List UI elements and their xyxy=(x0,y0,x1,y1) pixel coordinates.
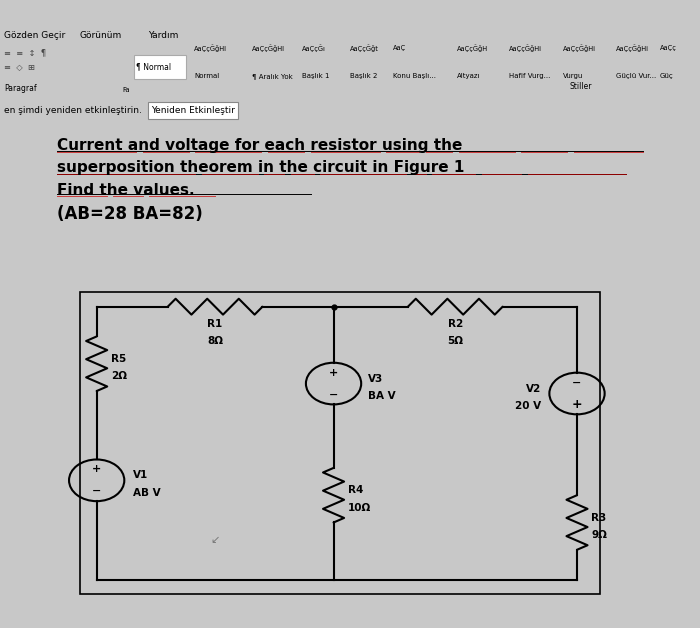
Text: +: + xyxy=(92,465,102,475)
Text: Hafif Vurg...: Hafif Vurg... xyxy=(509,73,550,78)
Bar xyxy=(80,292,600,595)
Text: Gözden Geçir: Gözden Geçir xyxy=(4,31,65,40)
Text: BA V: BA V xyxy=(368,391,395,401)
Text: Find the values.: Find the values. xyxy=(57,183,195,198)
Text: AaÇç: AaÇç xyxy=(660,45,677,51)
Text: Fa: Fa xyxy=(122,87,130,92)
Text: 2Ω: 2Ω xyxy=(111,371,127,381)
Text: AaÇçĞı: AaÇçĞı xyxy=(302,45,326,53)
Text: AaÇçĞğHi: AaÇçĞğHi xyxy=(563,45,596,53)
Text: 9Ω: 9Ω xyxy=(592,530,608,540)
Text: AaÇçĞğHI: AaÇçĞğHI xyxy=(194,45,227,53)
Text: AaÇ: AaÇ xyxy=(393,45,406,51)
Text: ¶ Normal: ¶ Normal xyxy=(136,62,171,71)
Text: Altyazı: Altyazı xyxy=(457,73,480,78)
Text: V2: V2 xyxy=(526,384,541,394)
Text: −: − xyxy=(329,389,338,399)
Text: R3: R3 xyxy=(592,512,607,522)
Text: AaÇçĞğt: AaÇçĞğt xyxy=(350,45,379,53)
Text: Başlık 1: Başlık 1 xyxy=(302,73,330,78)
Text: ¶ Aralık Yok: ¶ Aralık Yok xyxy=(252,73,293,78)
Text: ≡  ◇  ⊞: ≡ ◇ ⊞ xyxy=(4,63,35,72)
Text: 8Ω: 8Ω xyxy=(207,337,223,347)
Bar xyxy=(134,55,186,78)
Text: Yardım: Yardım xyxy=(148,31,178,40)
Text: AaÇçĞğHi: AaÇçĞğHi xyxy=(509,45,542,53)
Text: 5Ω: 5Ω xyxy=(447,337,463,347)
Text: R2: R2 xyxy=(448,319,463,329)
Text: Güçlü Vur...: Güçlü Vur... xyxy=(616,73,657,78)
Text: superposition theorem in the circuit in Figure 1: superposition theorem in the circuit in … xyxy=(57,160,465,175)
Text: (AB=28 BA=82): (AB=28 BA=82) xyxy=(57,205,203,223)
Bar xyxy=(148,102,238,119)
Text: AB V: AB V xyxy=(133,488,160,498)
Text: Başlık 2: Başlık 2 xyxy=(350,73,377,78)
Text: +: + xyxy=(572,398,582,411)
Text: Current and voltage for each resistor using the: Current and voltage for each resistor us… xyxy=(57,138,463,153)
Text: 20 V: 20 V xyxy=(514,401,541,411)
Text: V1: V1 xyxy=(133,470,148,480)
Text: ≡  ≡  ↕  ¶: ≡ ≡ ↕ ¶ xyxy=(4,49,46,58)
Text: Vurgu: Vurgu xyxy=(563,73,583,78)
Text: ↙: ↙ xyxy=(211,535,220,545)
Text: 10Ω: 10Ω xyxy=(348,502,371,512)
Text: Stiller: Stiller xyxy=(570,82,592,90)
Text: −: − xyxy=(573,377,582,387)
Text: R4: R4 xyxy=(348,485,363,495)
Text: AaÇçĞğH: AaÇçĞğH xyxy=(457,45,488,53)
Text: Normal: Normal xyxy=(194,73,219,78)
Text: AaÇçĞğHi: AaÇçĞğHi xyxy=(616,45,649,53)
Text: Görünüm: Görünüm xyxy=(80,31,122,40)
Text: R1: R1 xyxy=(207,319,223,329)
Text: V3: V3 xyxy=(368,374,383,384)
Text: AaÇçĞğHI: AaÇçĞğHI xyxy=(252,45,285,53)
Text: en şimdi yeniden etkinleştirin.: en şimdi yeniden etkinleştirin. xyxy=(4,106,142,115)
Text: +: + xyxy=(329,368,338,378)
Text: −: − xyxy=(92,486,102,496)
Text: Güç: Güç xyxy=(660,73,673,78)
Text: Paragraf: Paragraf xyxy=(4,84,36,92)
Text: Yeniden Etkinleştir: Yeniden Etkinleştir xyxy=(151,106,235,115)
Text: R5: R5 xyxy=(111,354,127,364)
Text: Konu Başlı...: Konu Başlı... xyxy=(393,73,436,78)
